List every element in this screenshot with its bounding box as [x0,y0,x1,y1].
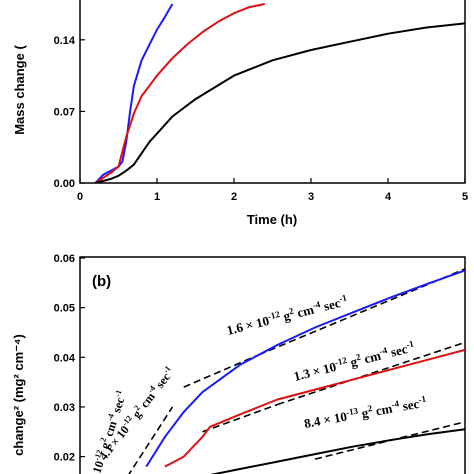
annotation-part: cm [371,401,393,419]
x-tick-label: 0 [77,191,83,203]
series-line-2 [95,22,465,183]
rate-annotation: 8.4 × 10-13 g2 cm-4 sec-1 [303,394,429,431]
annotation-part: cm [292,302,315,321]
fit-line-0 [128,406,174,474]
annotation-part: -1 [405,338,415,350]
panel-a: 0.00 0.07 0.14 0 1 2 3 4 5 Time (h) Mass change… [12,0,468,227]
fit-line-1 [183,354,260,388]
panel-b-frame [79,256,466,474]
panel-b: 0.06 0.05 0.04 0.03 0.02 (b) change² (mg² cm… [11,253,466,474]
y-tick-label: 0.06 [54,253,75,265]
annotation-part: cm [359,348,382,367]
annotation-part: -4 [146,384,157,395]
annotation-part: cm [101,419,120,441]
series-line-0 [145,269,465,468]
y-tick-label: 0.05 [54,303,75,315]
annotation-part: -12 [92,449,104,462]
fit-line-2 [258,268,465,356]
rate-annotation: 1.6 × 10-12 g2 cm-4 sec-1 [225,292,350,338]
annotation-part: -12 [334,355,349,368]
panel-a-y-axis-label: Mass change ( [12,45,27,135]
annotation-part: 10 [90,459,107,474]
annotation-part: 2 [98,436,108,443]
panel-b-annotations: 1.6 × 10-12 g2 cm-4 sec-11.3 × 10-12 g2 … [89,292,429,474]
x-tick-label: 4 [385,191,392,203]
annotation-part: sec [319,295,342,314]
y-tick-label: 0.14 [54,35,76,47]
annotation-part: -4 [105,413,116,422]
annotation-part: -4 [391,398,401,409]
panel-b-series [145,269,465,474]
y-tick-label: 0.04 [54,352,76,364]
annotation-part: -1 [418,394,428,405]
y-tick-label: 0.00 [54,178,75,190]
rate-annotation: 10-12 g2 cm-4 sec-1 [89,389,130,474]
panel-a-x-axis-label: Time (h) [247,212,297,227]
panel-a-y-ticks: 0.00 0.07 0.14 [54,35,85,190]
annotation-part: sec [108,395,127,417]
annotation-part: -13 [345,406,359,418]
annotation-part: sec [386,341,409,360]
series-line-0 [94,3,174,183]
x-tick-label: 2 [231,191,237,203]
panel-a-x-ticks: 0 1 2 3 4 5 [77,178,468,203]
annotation-part: 1.6 × 10 [225,313,271,338]
series-line-1 [94,3,265,183]
annotation-part: sec [398,396,420,414]
annotation-part: -4 [311,299,321,311]
panel-b-y-ticks: 0.06 0.05 0.04 0.03 0.02 [54,253,85,464]
panel-b-label: (b) [92,273,111,290]
panel-a-frame [79,0,466,184]
series-line-2 [209,428,465,474]
annotation-part: g [346,354,360,371]
annotation-part: -1 [338,292,348,304]
panel-b-y-axis-label: change² (mg² cm⁻⁴) [11,334,26,456]
x-tick-label: 5 [462,191,468,203]
annotation-part: 2 [288,305,295,316]
x-tick-label: 3 [308,191,314,203]
annotation-part: 2 [132,404,142,413]
annotation-part: 2 [367,403,374,414]
x-tick-label: 1 [154,191,160,203]
annotation-part: g [279,308,293,325]
panel-b-fit-lines [128,268,465,474]
annotation-part: -12 [267,309,282,322]
annotation-part: 1.3 × 10 [292,359,338,384]
annotation-part: -1 [113,389,124,398]
annotation-part: -1 [161,364,172,375]
annotation-part: g [97,440,113,453]
y-tick-label: 0.03 [54,402,75,414]
annotation-part: 2 [355,351,362,362]
series-line-1 [164,348,465,468]
y-tick-label: 0.02 [54,452,75,464]
annotation-part: 8.4 × 10 [303,409,348,431]
fit-line-3 [202,403,278,433]
panel-a-series [94,3,465,183]
annotation-part: g [357,405,370,422]
annotation-part: -4 [378,345,388,357]
rate-annotation: 1.3 × 10-12 g2 cm-4 sec-1 [292,338,417,384]
y-tick-label: 0.07 [54,106,75,118]
